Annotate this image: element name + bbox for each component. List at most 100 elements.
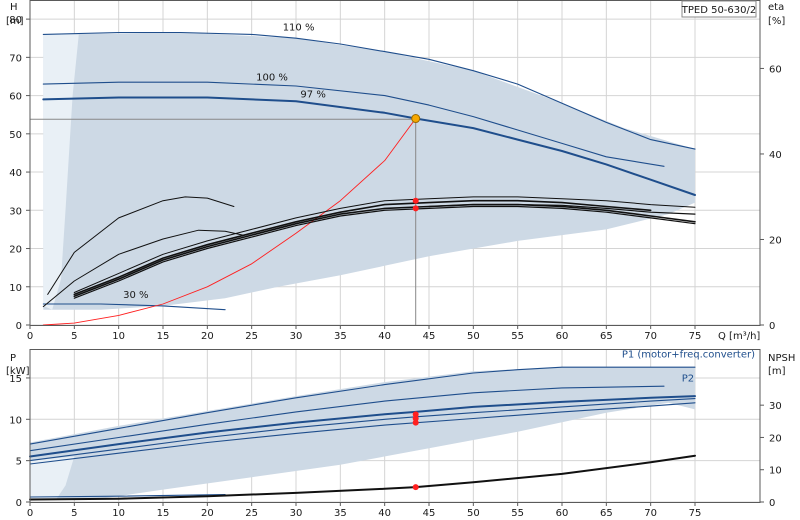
power-x-tick-label: 20 (201, 508, 214, 519)
model-label-text: TPED 50-630/2 (681, 5, 757, 16)
power-light-band (30, 456, 75, 499)
head-series-1 (42, 81, 665, 167)
model-label-box (681, 0, 757, 18)
head-marker-2 (412, 205, 419, 212)
power-x-tick-label: 40 (378, 508, 391, 519)
power-y2-axis-unit: [m] (768, 366, 786, 377)
power-y-tick-label: 0 (16, 498, 22, 509)
head-plot-frame (29, 0, 761, 326)
head-series-8 (42, 229, 244, 308)
power-npsh-chart: P1 (motor+freq.converter)P20510150102030… (6, 349, 795, 519)
power-y-tick-label: 5 (16, 457, 22, 468)
head-x-tick-label: 45 (423, 331, 436, 342)
power-y-tick-label: 15 (9, 374, 22, 385)
power-series-5 (29, 494, 226, 498)
head-y2-axis-unit: [%] (768, 16, 785, 27)
head-chart: 110 %100 %97 %30 %0102030405060708002040… (6, 0, 785, 342)
head-y2-tick-label: 20 (769, 235, 782, 246)
power-marker-2 (412, 419, 419, 426)
head-y-tick-label: 0 (16, 321, 22, 332)
power-y2-tick-label: 10 (769, 466, 782, 477)
head-series-11 (73, 203, 696, 298)
head-marker-0 (411, 114, 421, 124)
head-light-band (43, 34, 79, 310)
head-series-12 (73, 205, 696, 299)
head-y-tick-label: 30 (9, 206, 22, 217)
head-series-10 (73, 199, 652, 296)
head-x-tick-label: 65 (600, 331, 613, 342)
power-series-0 (29, 366, 696, 445)
power-marker-1 (412, 415, 419, 422)
head-series-0 (42, 31, 696, 150)
head-series-2 (42, 96, 696, 196)
head-y-axis-unit: [m] (6, 16, 24, 27)
head-annotation: 110 % (283, 23, 315, 34)
power-x-tick-label: 10 (112, 508, 125, 519)
power-y2-tick-label: 20 (769, 433, 782, 444)
head-y2-axis-title: eta (768, 2, 784, 13)
power-x-tick-label: 25 (245, 508, 258, 519)
power-y-tick-label: 10 (9, 415, 22, 426)
power-x-tick-label: 50 (467, 508, 480, 519)
head-x-tick-label: 75 (689, 331, 702, 342)
head-x-tick-label: 70 (644, 331, 657, 342)
head-series-9 (73, 196, 696, 293)
head-y2-tick-label: 0 (769, 321, 775, 332)
head-x-tick-label: 5 (71, 331, 77, 342)
head-annotation: 97 % (300, 90, 325, 101)
model-label: TPED 50-630/2 (681, 0, 757, 18)
head-y-tick-label: 50 (9, 130, 22, 141)
head-x-tick-label: 35 (334, 331, 347, 342)
head-y2-tick-label: 40 (769, 150, 782, 161)
power-series-3 (29, 398, 696, 462)
power-series-2 (29, 395, 696, 458)
power-x-tick-label: 30 (290, 508, 303, 519)
power-series-1 (29, 385, 665, 452)
power-series-4 (29, 402, 696, 465)
head-y-tick-label: 40 (9, 168, 22, 179)
head-series-13 (428, 204, 696, 215)
power-series-6 (29, 454, 696, 501)
head-x-tick-label: 30 (290, 331, 303, 342)
power-annotation: P2 (682, 373, 694, 384)
power-x-tick-label: 65 (600, 508, 613, 519)
power-y2-tick-label: 0 (769, 498, 775, 509)
power-plot-frame (29, 349, 761, 503)
head-annotation: 100 % (256, 72, 288, 83)
head-x-tick-label: 0 (27, 331, 33, 342)
head-operating-band (43, 32, 696, 310)
head-y-tick-label: 20 (9, 245, 22, 256)
power-marker-0 (412, 411, 419, 418)
head-series-4 (42, 118, 417, 326)
head-marker-1 (412, 197, 419, 204)
power-y2-tick-label: 30 (769, 401, 782, 412)
power-x-tick-label: 0 (27, 508, 33, 519)
head-x-tick-label: 50 (467, 331, 480, 342)
power-annotation: P1 (motor+freq.converter) (622, 349, 755, 360)
head-x-tick-label: 20 (201, 331, 214, 342)
power-x-tick-label: 55 (511, 508, 524, 519)
head-x-tick-label: 10 (112, 331, 125, 342)
head-x-tick-label: 55 (511, 331, 524, 342)
power-x-tick-label: 45 (423, 508, 436, 519)
head-y-tick-label: 70 (9, 53, 22, 64)
power-x-tick-label: 5 (71, 508, 77, 519)
power-y-axis-title: P (10, 353, 16, 364)
power-x-tick-label: 35 (334, 508, 347, 519)
power-y-axis-unit: [kW] (6, 366, 30, 377)
head-y-axis-title: H (10, 2, 18, 13)
head-y-tick-label: 10 (9, 283, 22, 294)
head-y-tick-label: 60 (9, 92, 22, 103)
head-x-tick-label: 15 (157, 331, 170, 342)
power-y2-axis-title: NPSH (768, 353, 795, 364)
head-y-tick-label: 80 (9, 15, 22, 26)
power-x-tick-label: 75 (689, 508, 702, 519)
head-x-axis-title: Q [m³/h] (718, 331, 760, 342)
head-y2-tick-label: 60 (769, 64, 782, 75)
power-operating-band (30, 367, 695, 499)
power-x-tick-label: 15 (157, 508, 170, 519)
head-annotation: 30 % (123, 290, 148, 301)
head-x-tick-label: 25 (245, 331, 258, 342)
power-marker-3 (412, 484, 419, 491)
